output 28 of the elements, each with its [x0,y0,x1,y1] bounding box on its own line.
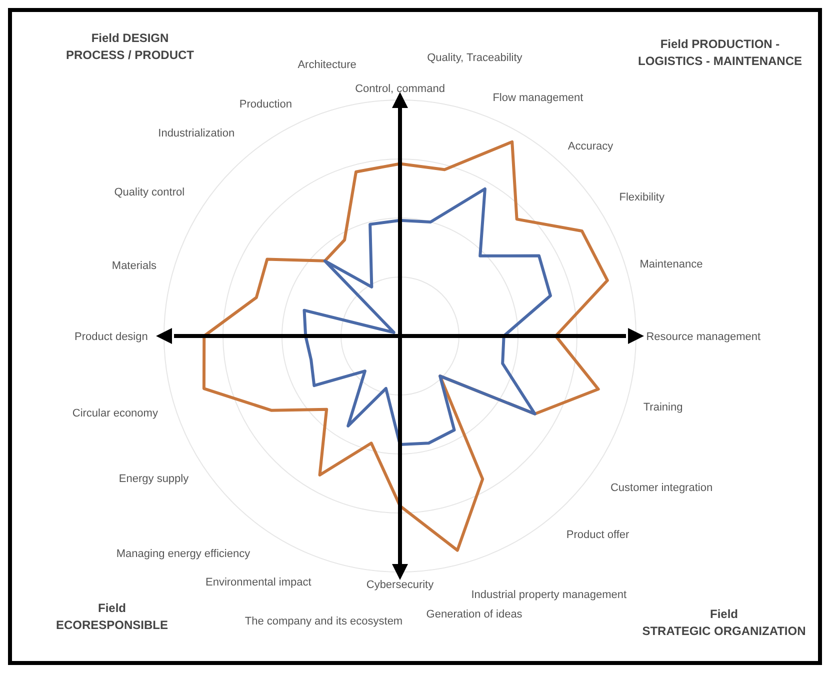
spoke-label: Cybersecurity [366,579,434,591]
spoke-label: Industrialization [158,127,235,140]
text: Field STRATEGIC ORGANIZATION [642,607,806,638]
spoke-label: Materials [112,260,158,272]
spoke-label: Production [239,98,292,110]
spoke-label: Architecture [298,58,356,71]
spoke-label: Energy supply [118,473,190,486]
spoke-label: Quality, Traceability [427,52,523,64]
spoke-label: Maintenance [640,258,703,270]
text: Field ECORESPONSIBLE [56,601,168,632]
spoke-label: Industrial property management [471,588,627,601]
spoke-label: The company and its ecosystem [244,616,403,628]
spoke-label: Customer integration [610,482,713,494]
spoke-label: Product offer [566,528,630,541]
spoke-label: Environmental impact [206,576,312,588]
spoke-label: Circular economy [72,407,158,420]
spoke-label: Flexibility [619,191,665,204]
spoke-label: Generation of ideas [426,608,523,620]
spoke-label: Flow management [492,92,584,104]
spoke-label: Control, command [355,83,445,95]
spoke-label: Resource management [646,331,761,343]
spoke-label: Product design [74,331,148,343]
text: Field PRODUCTION - LOGISTICS - MAINTENANCE [638,37,802,68]
spoke-label: Accuracy [568,140,614,152]
spoke-label: Quality control [114,186,185,198]
spoke-label: Managing energy efficiency [116,548,251,560]
spoke-label: Training [643,401,683,414]
text: Field DESIGN PROCESS / PRODUCT [66,31,195,62]
